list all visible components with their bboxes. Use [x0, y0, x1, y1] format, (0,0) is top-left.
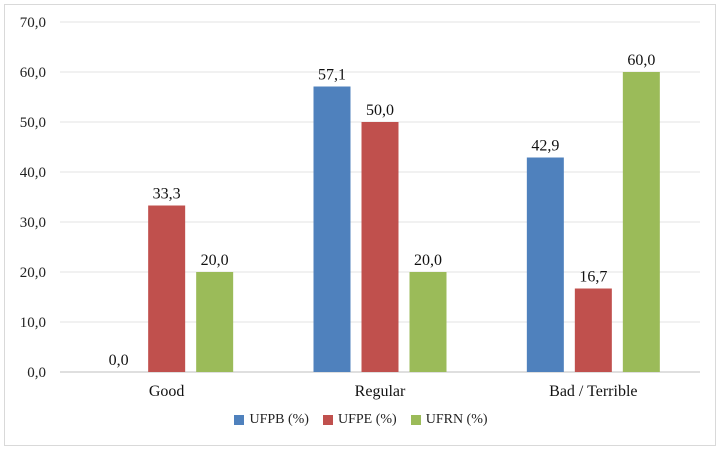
legend-label: UFPE (%) [337, 412, 397, 427]
legend-label: UFRN (%) [425, 412, 488, 427]
bar [574, 288, 612, 372]
y-tick-label: 0,0 [27, 365, 46, 381]
bar [196, 272, 234, 372]
x-category-label: Bad / Terrible [549, 383, 637, 400]
data-label: 57,1 [318, 67, 346, 84]
y-tick-label: 40,0 [20, 165, 46, 181]
data-label: 0,0 [109, 352, 129, 369]
legend-swatch [322, 415, 333, 425]
y-tick-label: 70,0 [20, 15, 46, 31]
bar [622, 72, 660, 372]
y-tick-label: 10,0 [20, 315, 46, 331]
bar [148, 205, 186, 372]
bar [526, 157, 564, 372]
x-category-label: Regular [355, 383, 406, 400]
data-label: 50,0 [366, 102, 394, 119]
legend-item: UFPB (%) [234, 412, 309, 428]
bar [409, 272, 447, 372]
y-tick-label: 30,0 [20, 215, 46, 231]
legend-swatch [234, 415, 245, 425]
data-label: 42,9 [531, 138, 559, 155]
legend-swatch [410, 415, 421, 425]
data-label: 60,0 [627, 52, 655, 69]
data-label: 33,3 [153, 186, 181, 203]
data-label: 20,0 [201, 252, 229, 269]
data-label: 20,0 [414, 252, 442, 269]
data-label: 16,7 [579, 269, 607, 286]
bar [361, 122, 399, 372]
legend-item: UFPE (%) [322, 412, 397, 428]
x-category-label: Good [149, 383, 185, 400]
legend-label: UFPB (%) [249, 412, 309, 427]
y-tick-label: 20,0 [20, 265, 46, 281]
bar [313, 86, 351, 372]
y-tick-label: 50,0 [20, 115, 46, 131]
y-tick-label: 60,0 [20, 65, 46, 81]
chart-legend: UFPB (%) UFPE (%) UFRN (%) [0, 412, 722, 428]
legend-item: UFRN (%) [410, 412, 488, 428]
